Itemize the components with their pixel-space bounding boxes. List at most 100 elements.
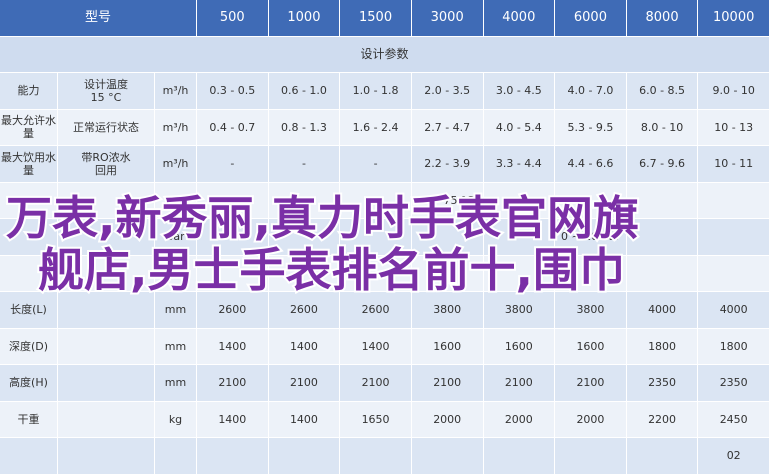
table-cell bbox=[340, 182, 412, 219]
table-cell: 4.0 - 5.4 bbox=[483, 109, 556, 146]
table-cell bbox=[411, 255, 484, 292]
table-cell: kg bbox=[155, 401, 197, 438]
table-cell: 2100 bbox=[340, 365, 412, 402]
table-cell: m³/h bbox=[155, 146, 197, 183]
table-cell: 2450 bbox=[698, 401, 770, 438]
table-cell: 干重 bbox=[0, 401, 58, 438]
table-cell bbox=[626, 219, 699, 256]
table-cell: 0.8 - 1.3 bbox=[268, 109, 341, 146]
table-cell: 2600 bbox=[197, 292, 269, 329]
table-cell bbox=[340, 219, 412, 256]
table-cell: 最大饮用水量 bbox=[0, 146, 58, 183]
table-cell: 最大允许水量 bbox=[0, 109, 58, 146]
table-cell: 1400 bbox=[197, 328, 269, 365]
header-cell: 3000 bbox=[411, 0, 484, 37]
table-cell: 1800 bbox=[626, 328, 699, 365]
table-cell: 2350 bbox=[698, 365, 770, 402]
table-cell: 3800 bbox=[483, 292, 556, 329]
header-cell: 型号 bbox=[0, 0, 197, 37]
table-cell: 10 - 13 bbox=[698, 109, 770, 146]
table-cell bbox=[58, 438, 155, 475]
table-cell: 1650 bbox=[340, 401, 412, 438]
table-cell bbox=[483, 182, 556, 219]
table-cell bbox=[0, 219, 58, 256]
table-cell bbox=[483, 219, 556, 256]
table-cell: 2000 bbox=[411, 401, 484, 438]
table-cell: 1.6 - 2.4 bbox=[340, 109, 412, 146]
table-cell: 1.0 - 1.8 bbox=[340, 73, 412, 110]
table-cell: 2100 bbox=[411, 365, 484, 402]
table-cell bbox=[58, 328, 155, 365]
table-cell: 2600 bbox=[340, 292, 412, 329]
table-cell: 3.3 - 4.4 bbox=[483, 146, 556, 183]
table-cell: 0.4 - 0.7 bbox=[197, 109, 269, 146]
table-cell bbox=[197, 255, 269, 292]
table-cell: 1400 bbox=[268, 401, 341, 438]
table-cell bbox=[268, 255, 341, 292]
table-cell: 0 ~ 10 bar bbox=[555, 219, 627, 256]
table-cell: 0.6 - 1.0 bbox=[268, 73, 341, 110]
table-cell: 2.7 - 4.7 bbox=[411, 109, 484, 146]
table-cell bbox=[155, 255, 197, 292]
header-cell: 4000 bbox=[483, 0, 556, 37]
table-cell bbox=[197, 182, 269, 219]
header-cell: 500 bbox=[197, 0, 269, 37]
table-cell: mm bbox=[155, 328, 197, 365]
table-cell bbox=[698, 255, 770, 292]
table-cell: 1800 bbox=[698, 328, 770, 365]
table-cell bbox=[483, 438, 556, 475]
table-cell: 高度(H) bbox=[0, 365, 58, 402]
table-cell: 3800 bbox=[411, 292, 484, 329]
table-cell bbox=[555, 182, 627, 219]
table-cell: - bbox=[268, 146, 341, 183]
table-cell: 6.7 - 9.6 bbox=[626, 146, 699, 183]
table-cell bbox=[58, 182, 155, 219]
table-cell: 2100 bbox=[268, 365, 341, 402]
table-cell: 1600 bbox=[411, 328, 484, 365]
table-cell: 2100 bbox=[483, 365, 556, 402]
table-cell: m³/h bbox=[155, 109, 197, 146]
table-cell: 6.0 - 8.5 bbox=[626, 73, 699, 110]
table-cell: 长度(L) bbox=[0, 292, 58, 329]
table-cell bbox=[268, 219, 341, 256]
table-cell: 正常运行状态 bbox=[58, 109, 155, 146]
table-cell: 2000 bbox=[483, 401, 556, 438]
table-cell: 1400 bbox=[268, 328, 341, 365]
table-cell: 能力 bbox=[0, 73, 58, 110]
overlay-line: 万表,新秀丽,真力时手表官网旗 bbox=[6, 191, 639, 245]
table-cell: 深度(D) bbox=[0, 328, 58, 365]
table-cell bbox=[483, 255, 556, 292]
table-cell bbox=[197, 219, 269, 256]
table-cell bbox=[698, 219, 770, 256]
header-cell: 8000 bbox=[626, 0, 699, 37]
table-cell: 4.0 - 7.0 bbox=[555, 73, 627, 110]
table-cell bbox=[58, 255, 155, 292]
table-cell: 3800 bbox=[555, 292, 627, 329]
table-cell bbox=[58, 219, 155, 256]
table-cell: - bbox=[197, 146, 269, 183]
table-cell bbox=[58, 292, 155, 329]
section-title: 设计参数 bbox=[0, 36, 770, 73]
table-cell: 2000 bbox=[555, 401, 627, 438]
table-cell bbox=[58, 365, 155, 402]
table-cell: 2600 bbox=[268, 292, 341, 329]
table-cell: 0.3 - 0.5 bbox=[197, 73, 269, 110]
table-cell bbox=[626, 438, 699, 475]
table-cell: 5.3 - 9.5 bbox=[555, 109, 627, 146]
table-cell bbox=[626, 255, 699, 292]
table-cell: mm bbox=[155, 365, 197, 402]
table-cell bbox=[555, 438, 627, 475]
table-cell: 2.2 - 3.9 bbox=[411, 146, 484, 183]
table-cell bbox=[626, 182, 699, 219]
table-cell bbox=[411, 219, 484, 256]
table-cell: 2350 bbox=[626, 365, 699, 402]
table-cell: bar bbox=[155, 219, 197, 256]
table-cell: 设计温度 15 °C bbox=[58, 73, 155, 110]
table-cell: - bbox=[340, 146, 412, 183]
table-cell: 1600 bbox=[483, 328, 556, 365]
header-cell: 1000 bbox=[268, 0, 341, 37]
table-cell: 2100 bbox=[197, 365, 269, 402]
table-cell: 4000 bbox=[626, 292, 699, 329]
table-cell: 2.0 - 3.5 bbox=[411, 73, 484, 110]
